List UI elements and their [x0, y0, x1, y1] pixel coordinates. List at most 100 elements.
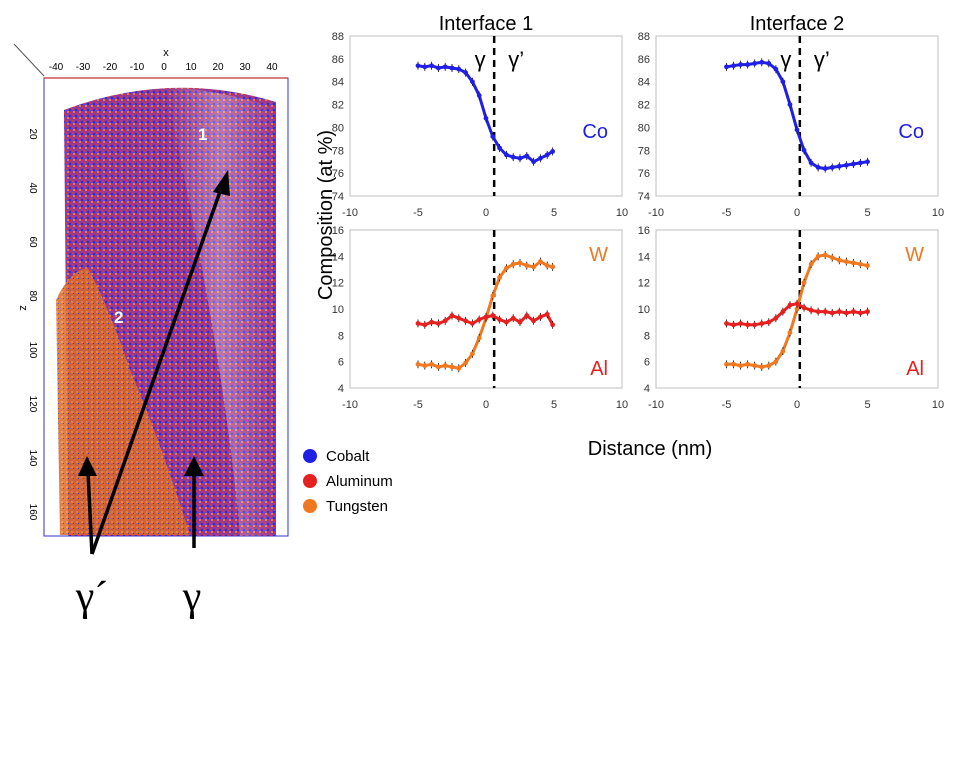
- data-point: [415, 63, 421, 69]
- interface-1-surface: [165, 86, 275, 536]
- y-tick-label: 6: [338, 357, 344, 369]
- data-point: [865, 309, 870, 315]
- data-point: [504, 265, 509, 271]
- data-point: [476, 93, 482, 98]
- data-point: [851, 309, 856, 315]
- data-point: [836, 257, 842, 263]
- map-z-tick-label: 80: [27, 290, 38, 302]
- x-tick-label: -10: [648, 207, 664, 219]
- data-point: [449, 65, 455, 71]
- data-point: [436, 65, 441, 71]
- y-tick-label: 10: [332, 304, 344, 316]
- data-point: [858, 310, 863, 316]
- data-point: [843, 259, 849, 264]
- map-z-tick-label: 120: [27, 396, 38, 413]
- data-point: [787, 102, 793, 107]
- data-point: [815, 253, 821, 259]
- y-tick-label: 86: [332, 54, 344, 66]
- data-point: [497, 145, 502, 151]
- atom-map: -40 -30 -20 -10 0 10 20 30 40 x 20 40 60 80 100 120 14…: [13, 43, 289, 620]
- data-point: [759, 364, 765, 370]
- legend: Cobalt Aluminum Tungsten: [303, 448, 393, 515]
- data-point: [442, 64, 448, 70]
- data-point: [787, 302, 793, 308]
- y-tick-label: 88: [332, 31, 344, 43]
- data-point: [724, 64, 729, 70]
- y-tick-label: 88: [638, 31, 650, 43]
- data-point: [510, 261, 516, 267]
- data-point: [490, 293, 496, 299]
- x-tick-label: 0: [483, 399, 489, 411]
- series-al: [724, 299, 870, 329]
- data-point: [538, 314, 543, 320]
- map-x-tick-label: -10: [130, 62, 145, 73]
- data-point: [752, 61, 758, 66]
- data-point: [550, 322, 556, 328]
- data-point: [436, 321, 441, 326]
- data-point: [738, 62, 743, 67]
- chart-panel-4: 4 6 8 10 12 14 16 -10 -5 0 5 10 W Al: [638, 225, 944, 411]
- map-x-tick-label: -30: [76, 62, 91, 73]
- data-point: [815, 309, 821, 315]
- x-tick-label: 10: [932, 399, 944, 411]
- data-point: [801, 147, 807, 153]
- data-point: [524, 153, 530, 159]
- data-point: [517, 260, 523, 266]
- data-point: [843, 310, 849, 316]
- x-tick-label: -5: [722, 207, 732, 219]
- arrow-gamma-prime: [86, 471, 94, 555]
- x-tick-label: -5: [413, 207, 423, 219]
- data-point: [422, 322, 428, 328]
- legend-label-aluminum: Aluminum: [326, 473, 393, 490]
- map-x-axis-label: x: [163, 47, 169, 59]
- arrowhead-region-1: [213, 170, 230, 196]
- y-tick-label: 14: [332, 251, 344, 263]
- x-tick-label: 5: [864, 207, 870, 219]
- map-z-ticks: 20 40 60 80 100 120 140 160: [27, 128, 38, 520]
- y-tick-label: 12: [332, 278, 344, 290]
- data-point: [780, 348, 786, 354]
- data-point: [822, 309, 828, 315]
- data-point: [808, 307, 814, 313]
- data-point: [497, 275, 502, 280]
- x-tick-label: 10: [616, 399, 628, 411]
- x-tick-label: 5: [864, 399, 870, 411]
- data-point: [731, 361, 736, 367]
- data-point: [738, 363, 743, 369]
- x-tick-label: -10: [342, 207, 358, 219]
- y-tick-label: 78: [638, 145, 650, 157]
- legend-marker-tungsten: [303, 499, 317, 513]
- data-point: [422, 64, 428, 70]
- map-z-axis-label: z: [17, 305, 29, 311]
- data-point: [510, 315, 516, 321]
- x-tick-label: -10: [648, 399, 664, 411]
- element-label-co: Co: [898, 121, 924, 143]
- y-tick-label: 8: [644, 330, 650, 342]
- data-point: [822, 166, 828, 171]
- data-point: [470, 351, 475, 357]
- data-point: [773, 315, 779, 321]
- data-point: [745, 62, 751, 67]
- arrows: [78, 170, 230, 555]
- data-point: [773, 359, 779, 365]
- data-point: [538, 155, 543, 161]
- data-point: [463, 360, 468, 366]
- data-point: [787, 330, 793, 336]
- element-label-al: Al: [590, 358, 608, 380]
- data-point: [808, 261, 814, 267]
- data-point: [524, 313, 530, 318]
- y-tick-label: 84: [332, 77, 344, 89]
- legend-label-tungsten: Tungsten: [326, 498, 388, 515]
- data-point: [531, 264, 536, 270]
- data-point: [483, 314, 489, 320]
- data-point: [865, 159, 870, 165]
- data-point: [731, 63, 736, 69]
- data-point: [538, 259, 543, 264]
- y-tick-label: 4: [644, 383, 650, 395]
- data-point: [794, 127, 800, 133]
- series-al: [415, 310, 556, 329]
- phase-label-gamma: γ: [780, 47, 791, 72]
- data-point: [829, 310, 835, 316]
